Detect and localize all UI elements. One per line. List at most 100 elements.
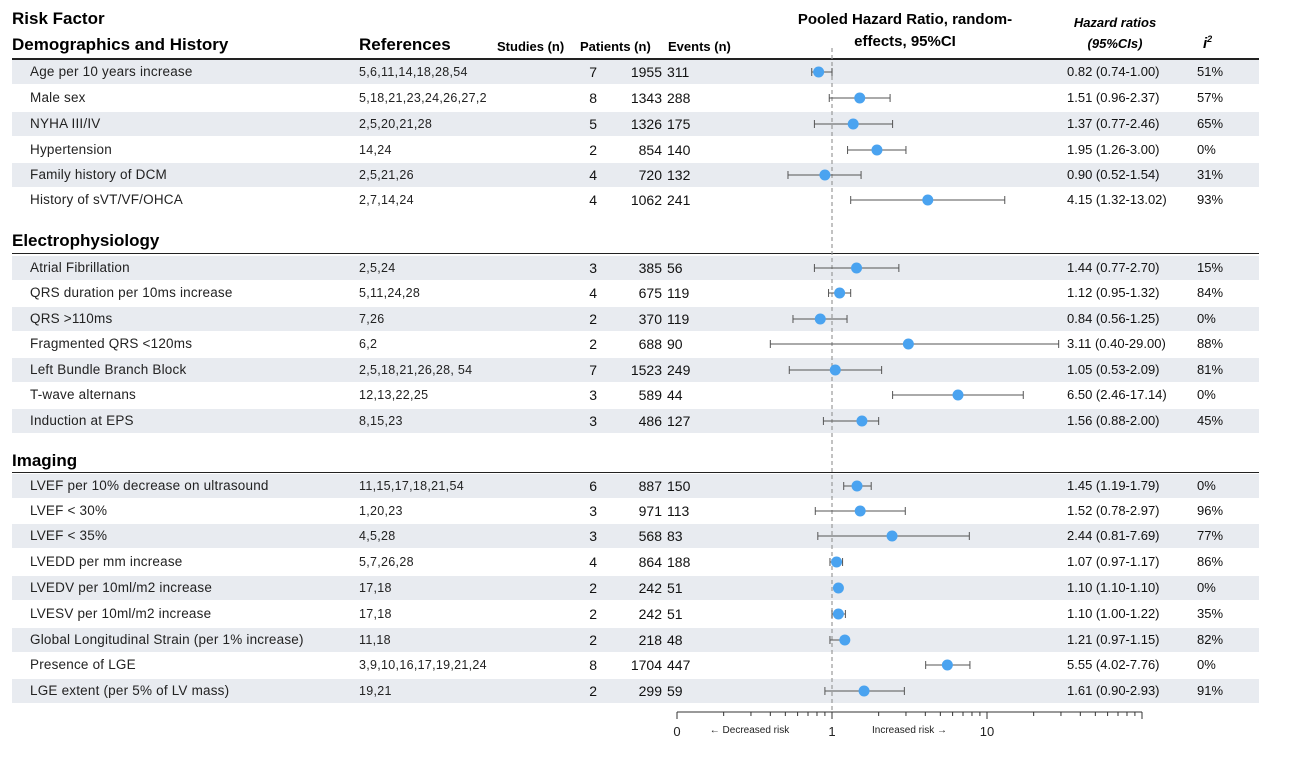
- table-row: T-wave alternans 12,13,22,25 3 589 44 6.…: [12, 383, 1259, 407]
- hazard-ratio-cell: 1.95 (1.26-3.00): [1067, 142, 1160, 157]
- header-i2-sup: 2: [1207, 34, 1213, 44]
- studies-cell: 2: [589, 311, 597, 327]
- i2-cell: 96%: [1197, 503, 1224, 518]
- hazard-ratio-cell: 4.15 (1.32-13.02): [1067, 192, 1167, 207]
- studies-cell: 2: [589, 336, 597, 352]
- i2-cell: 45%: [1197, 413, 1224, 428]
- hazard-ratio-point: [886, 530, 898, 542]
- hazard-ratio-point: [902, 338, 914, 350]
- hazard-ratio-cell: 1.52 (0.78-2.97): [1067, 503, 1160, 518]
- hazard-ratio-cell: 1.37 (0.77-2.46): [1067, 116, 1160, 131]
- studies-cell: 4: [589, 285, 597, 301]
- risk-factor-name: Induction at EPS: [30, 413, 134, 428]
- table-row: Family history of DCM 2,5,21,26 4 720 13…: [12, 163, 1259, 187]
- hazard-ratio-cell: 5.55 (4.02-7.76): [1067, 657, 1160, 672]
- risk-factor-name: QRS duration per 10ms increase: [30, 285, 233, 300]
- section-rule-electrophysiology: [12, 253, 1259, 254]
- i2-cell: 0%: [1197, 478, 1216, 493]
- patients-cell: 568: [638, 528, 662, 544]
- risk-factor-name: Family history of DCM: [30, 167, 167, 182]
- studies-cell: 8: [589, 657, 597, 673]
- table-row: Left Bundle Branch Block 2,5,18,21,26,28…: [12, 358, 1259, 382]
- i2-cell: 65%: [1197, 116, 1224, 131]
- studies-cell: 2: [589, 580, 597, 596]
- decreased-risk-label: ← Decreased risk: [710, 725, 790, 736]
- table-row: Male sex 5,18,21,23,24,26,27,2 8 1343 28…: [12, 86, 1259, 110]
- events-cell: 56: [667, 260, 683, 276]
- patients-cell: 385: [638, 260, 662, 276]
- risk-factor-name: Global Longitudinal Strain (per 1% incre…: [30, 632, 304, 647]
- risk-factor-name: LVEDV per 10ml/m2 increase: [30, 580, 213, 595]
- i2-cell: 81%: [1197, 362, 1224, 377]
- header-rule: [12, 58, 1259, 60]
- risk-factor-name: QRS >110ms: [30, 311, 113, 326]
- hazard-ratio-point: [847, 118, 859, 130]
- hazard-ratio-point: [922, 194, 934, 206]
- i2-cell: 88%: [1197, 336, 1224, 351]
- risk-factor-name: LVEF < 30%: [30, 503, 108, 518]
- i2-cell: 93%: [1197, 192, 1224, 207]
- table-row: Global Longitudinal Strain (per 1% incre…: [12, 628, 1259, 652]
- studies-cell: 3: [589, 387, 597, 403]
- events-cell: 44: [667, 387, 683, 403]
- patients-cell: 299: [638, 683, 662, 699]
- patients-cell: 675: [638, 285, 662, 301]
- studies-cell: 3: [589, 260, 597, 276]
- header-hazard-ratios: Hazard ratios: [1073, 15, 1157, 30]
- references-cell: 5,6,11,14,18,28,54: [359, 65, 468, 79]
- x-tick-label: 10: [980, 724, 994, 739]
- risk-factor-name: History of sVT/VF/OHCA: [30, 192, 183, 207]
- studies-cell: 4: [589, 554, 597, 570]
- hazard-ratio-point: [831, 556, 843, 568]
- table-row: LVEF < 30% 1,20,23 3 971 113 1.52 (0.78-…: [12, 499, 1259, 523]
- risk-factor-name: Age per 10 years increase: [30, 64, 193, 79]
- patients-cell: 1326: [630, 116, 662, 132]
- hazard-ratio-point: [819, 169, 831, 181]
- table-row: LVEF per 10% decrease on ultrasound 11,1…: [12, 474, 1259, 498]
- risk-factor-name: LVESV per 10ml/m2 increase: [30, 606, 212, 621]
- patients-cell: 1062: [630, 192, 662, 208]
- studies-cell: 5: [589, 116, 597, 132]
- hazard-ratio-cell: 0.82 (0.74-1.00): [1067, 64, 1160, 79]
- patients-cell: 1343: [630, 90, 662, 106]
- risk-factor-name: Atrial Fibrillation: [30, 260, 130, 275]
- table-row: QRS duration per 10ms increase 5,11,24,2…: [12, 281, 1259, 305]
- studies-cell: 2: [589, 606, 597, 622]
- references-cell: 11,18: [359, 633, 391, 647]
- references-cell: 12,13,22,25: [359, 388, 429, 402]
- references-cell: 8,15,23: [359, 414, 403, 428]
- events-cell: 51: [667, 580, 683, 596]
- studies-cell: 8: [589, 90, 597, 106]
- patients-cell: 242: [638, 580, 662, 596]
- patients-cell: 242: [638, 606, 662, 622]
- studies-cell: 2: [589, 142, 597, 158]
- table-row: QRS >110ms 7,26 2 370 119 0.84 (0.56-1.2…: [12, 307, 1259, 331]
- header-pooled-hr-line1: Pooled Hazard Ratio, random-: [797, 11, 1013, 28]
- hazard-ratio-point: [839, 634, 851, 646]
- references-cell: 3,9,10,16,17,19,21,24: [359, 658, 487, 672]
- hazard-ratio-cell: 1.10 (1.00-1.22): [1067, 606, 1160, 621]
- risk-factor-name: NYHA III/IV: [30, 116, 101, 131]
- patients-cell: 854: [638, 142, 662, 158]
- hazard-ratio-point: [854, 92, 866, 104]
- table-row: Induction at EPS 8,15,23 3 486 127 1.56 …: [12, 409, 1259, 433]
- hazard-ratio-point: [858, 685, 870, 697]
- table-row: LVEDV per 10ml/m2 increase 17,18 2 242 5…: [12, 576, 1259, 600]
- hazard-ratio-cell: 1.44 (0.77-2.70): [1067, 260, 1160, 275]
- hazard-ratio-point: [832, 582, 844, 594]
- hazard-ratio-cell: 1.10 (1.10-1.10): [1067, 580, 1160, 595]
- events-cell: 175: [667, 116, 691, 132]
- events-cell: 83: [667, 528, 683, 544]
- events-cell: 59: [667, 683, 683, 699]
- hazard-ratio-cell: 0.84 (0.56-1.25): [1067, 311, 1160, 326]
- hazard-ratio-cell: 1.45 (1.19-1.79): [1067, 478, 1160, 493]
- references-cell: 6,2: [359, 337, 378, 351]
- i2-cell: 51%: [1197, 64, 1224, 79]
- studies-cell: 2: [589, 683, 597, 699]
- hazard-ratio-point: [832, 608, 844, 620]
- references-cell: 17,18: [359, 607, 392, 621]
- risk-factor-name: LVEDD per mm increase: [30, 554, 183, 569]
- hazard-ratio-cell: 3.11 (0.40-29.00): [1067, 336, 1166, 351]
- events-cell: 113: [667, 503, 690, 519]
- patients-cell: 1523: [630, 362, 662, 378]
